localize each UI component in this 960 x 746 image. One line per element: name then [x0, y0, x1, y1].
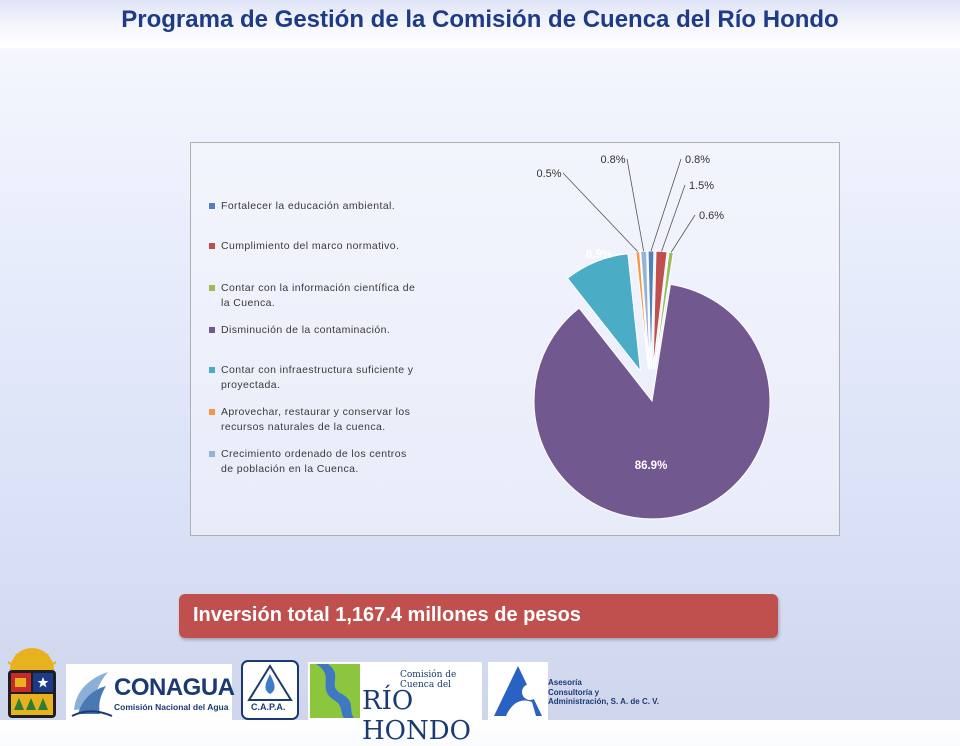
pie-data-label: 0.5% — [536, 168, 561, 180]
investment-banner: Inversión total 1,167.4 millones de peso… — [179, 594, 778, 638]
legend-swatch — [209, 367, 215, 373]
pie-leader-line — [562, 172, 639, 252]
capa-name: C.A.P.A. — [251, 702, 286, 712]
legend-swatch — [209, 243, 215, 249]
logo-strip: CONAGUA Comisión Nacional del Agua C.A.P… — [0, 648, 960, 746]
rio-hondo-name: RÍO HONDO — [362, 686, 471, 746]
asesoria-text: Asesoría Consultoría y Administración, S… — [548, 678, 708, 707]
rio-hondo-logo: Comisión de Cuenca del RÍO HONDO — [308, 662, 482, 746]
conagua-logo: CONAGUA Comisión Nacional del Agua — [66, 664, 235, 720]
asesoria-line: Asesoría — [548, 678, 582, 687]
pie-chart-plot: 0.8% 1.5% 0.6% 86.9% 8.9% 0.5% 0.8% — [533, 154, 771, 520]
legend-swatch — [209, 409, 215, 415]
pie-slice — [533, 283, 771, 520]
investment-total-text: Inversión total 1,167.4 millones de peso… — [193, 604, 581, 626]
capa-logo: C.A.P.A. — [241, 660, 299, 720]
conagua-name: CONAGUA — [114, 674, 235, 701]
asesoria-logo — [488, 662, 548, 720]
pie-leader-line — [650, 158, 682, 252]
pie-data-label: 0.8% — [600, 154, 625, 166]
rio-hondo-top-text: Comisión de Cuenca del — [400, 670, 457, 690]
legend-label: Fortalecer la educación ambiental. — [221, 200, 396, 212]
pie-data-label: 0.6% — [699, 210, 724, 222]
legend-label: Disminución de la contaminación. — [221, 324, 391, 336]
legend-label: Cumplimiento del marco normativo. — [221, 240, 400, 252]
legend-label: Crecimiento ordenado de los centros de p… — [221, 448, 407, 475]
pie-slice — [566, 253, 642, 373]
page-title: Programa de Gestión de la Comisión de Cu… — [121, 6, 839, 33]
pie-data-label: 1.5% — [689, 180, 714, 192]
pie-data-label: 86.9% — [635, 460, 668, 472]
asesoria-line: Consultoría y — [548, 687, 600, 697]
legend-swatch — [209, 451, 215, 457]
title-bar: Programa de Gestión de la Comisión de Cu… — [0, 0, 960, 48]
legend-label: Contar con infraestructura suficiente y … — [221, 364, 414, 391]
legend-swatch — [209, 203, 215, 209]
quintana-roo-shield-logo — [4, 648, 60, 720]
pie-data-label: 8.9% — [586, 249, 612, 261]
pie-chart: 0.8% 1.5% 0.6% 86.9% 8.9% 0.5% 0.8% Fortalecer… — [190, 142, 840, 536]
pie-data-label: 0.8% — [685, 154, 710, 166]
legend-swatch — [209, 327, 215, 333]
pie-slice — [654, 251, 674, 370]
legend-swatch — [209, 285, 215, 291]
pie-leader-line — [670, 214, 696, 253]
pie-leader-line — [661, 184, 686, 252]
legend-label: Aprovechar, restaurar y conservar los re… — [221, 406, 411, 433]
pie-leader-line — [626, 158, 645, 252]
conagua-subtitle: Comisión Nacional del Agua — [114, 702, 229, 712]
pie-slice — [640, 250, 651, 370]
legend-label: Contar con la información científica de … — [221, 282, 416, 309]
asesoria-line: Administración, S. A. de C. V. — [548, 697, 659, 706]
